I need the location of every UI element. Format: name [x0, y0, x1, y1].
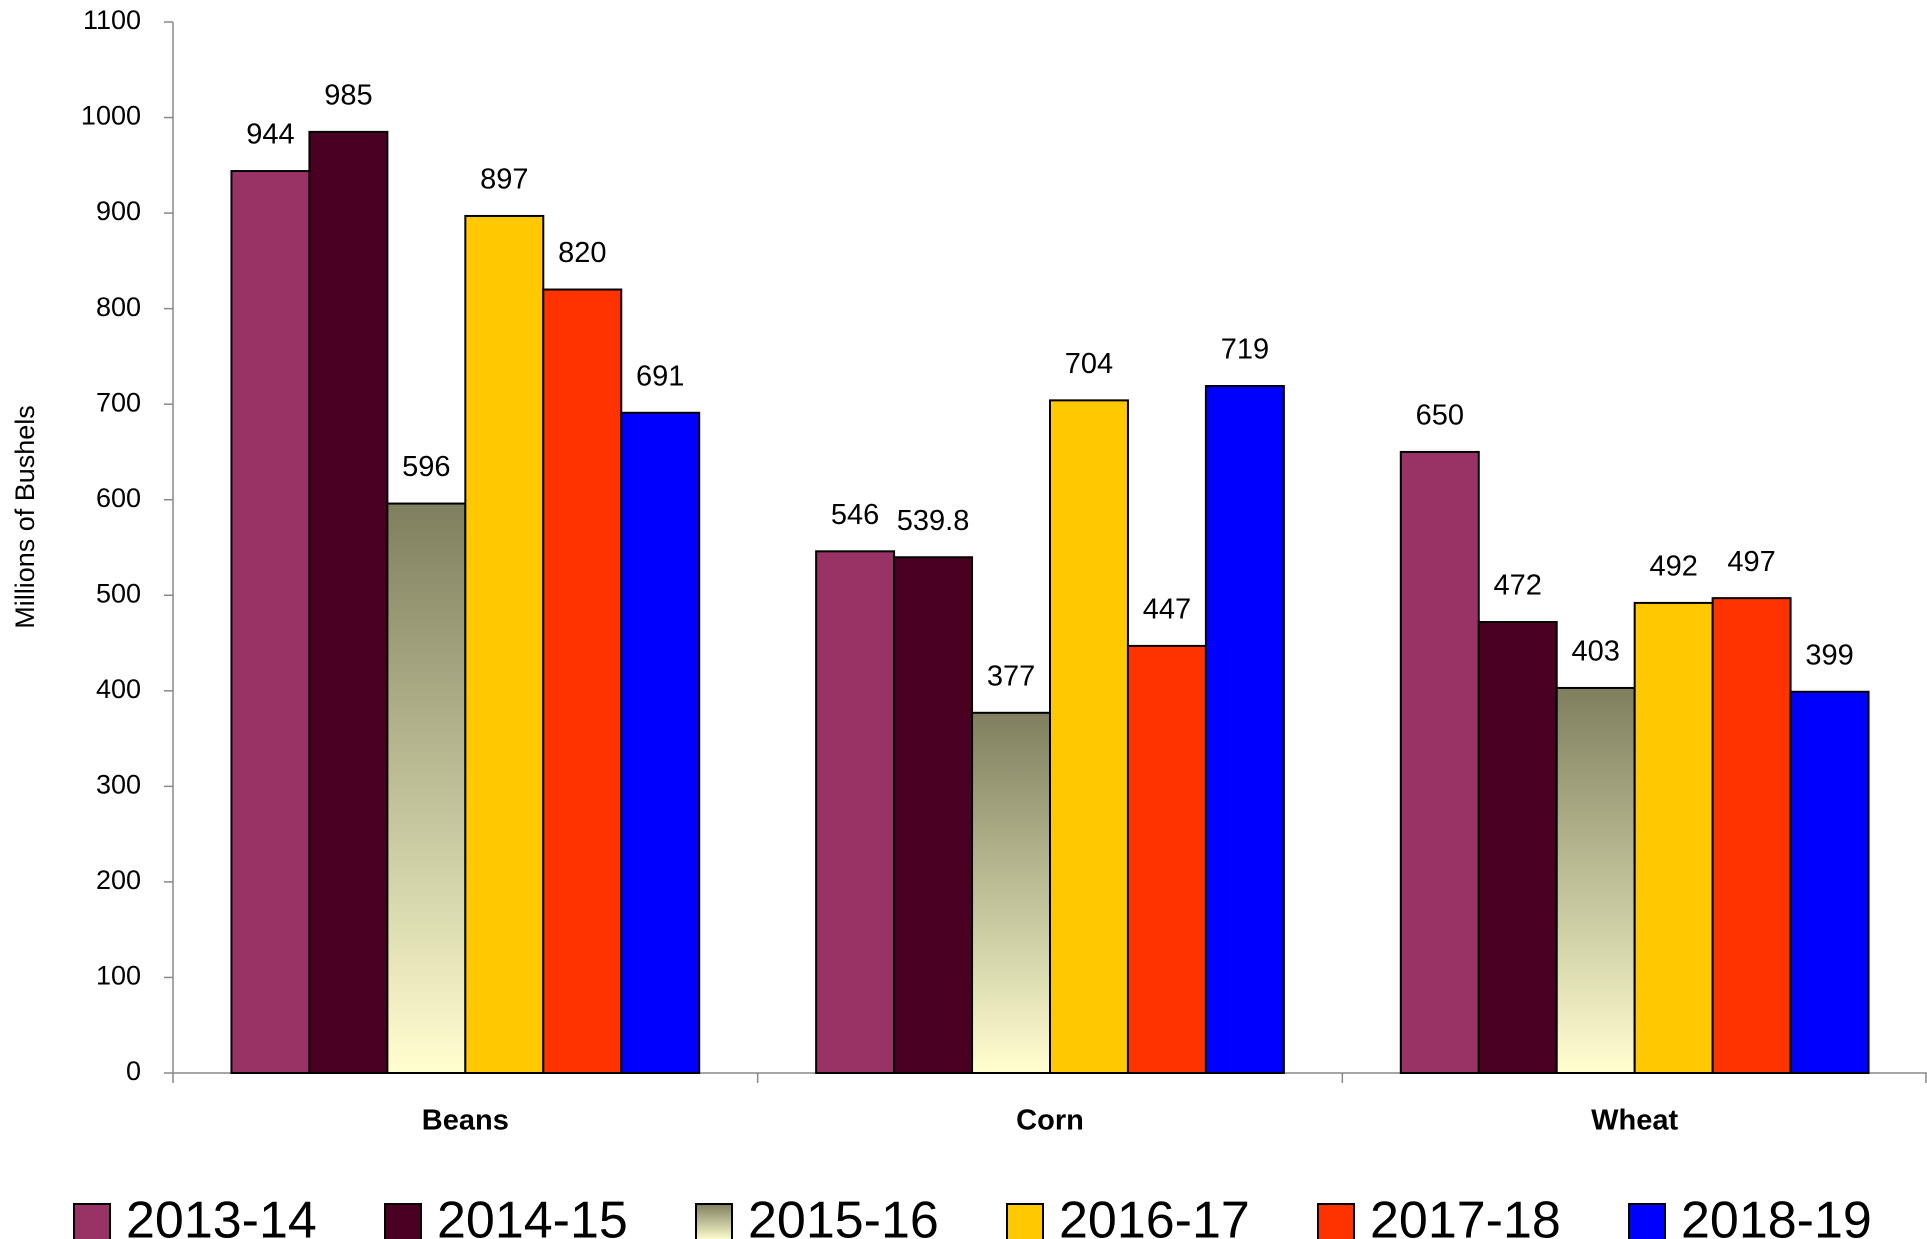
data-label: 546: [831, 499, 879, 531]
x-tick-label: Wheat: [1591, 1105, 1678, 1137]
bar: [1477, 621, 1558, 1074]
x-tick-label: Corn: [1016, 1105, 1084, 1137]
y-tick-label: 0: [126, 1056, 141, 1086]
bar: [1399, 450, 1480, 1075]
legend-swatch: [1006, 1203, 1044, 1239]
data-label: 691: [636, 360, 684, 392]
legend-label: 2016-17: [1059, 1192, 1250, 1239]
y-tick-label: 200: [96, 865, 141, 895]
data-label: 820: [558, 237, 606, 269]
bar: [1204, 385, 1285, 1074]
y-tick-label: 300: [96, 769, 141, 799]
bar: [1633, 601, 1714, 1075]
legend-swatch: [1628, 1203, 1666, 1239]
bar: [386, 502, 467, 1075]
y-tick-label: 800: [96, 292, 141, 322]
data-label: 985: [324, 80, 372, 112]
legend-swatch: [1317, 1203, 1355, 1239]
data-label: 399: [1805, 639, 1853, 671]
y-tick-label: 1000: [81, 101, 141, 131]
data-label: 897: [480, 164, 528, 196]
data-label: 596: [402, 451, 450, 483]
legend-label: 2013-14: [126, 1192, 317, 1239]
y-tick-label: 100: [96, 961, 141, 991]
bar: [308, 130, 389, 1075]
legend-label: 2014-15: [437, 1192, 628, 1239]
y-axis-label: Millions of Bushels: [10, 405, 40, 629]
legend-label: 2015-16: [748, 1192, 939, 1239]
bar: [1049, 399, 1129, 1074]
bar: [1126, 644, 1207, 1074]
legend-swatch: [384, 1203, 422, 1239]
bar: [620, 411, 701, 1075]
bar: [230, 170, 311, 1074]
legend-label: 2017-18: [1370, 1192, 1561, 1239]
bar: [542, 288, 623, 1074]
bar: [893, 556, 974, 1074]
y-tick-label: 600: [96, 483, 141, 513]
data-label: 447: [1143, 594, 1191, 626]
data-label: 377: [987, 660, 1035, 692]
data-label: 650: [1416, 400, 1464, 432]
data-label: 492: [1649, 551, 1697, 583]
y-tick-label: 900: [96, 196, 141, 226]
y-tick-label: 700: [96, 387, 141, 417]
data-label: 944: [246, 119, 294, 151]
bar: [1555, 686, 1636, 1075]
y-tick-label: 400: [96, 674, 141, 704]
y-tick-label: 1100: [83, 5, 141, 35]
bar: [1711, 597, 1792, 1074]
data-label: 539.8: [897, 505, 970, 537]
data-label: 719: [1221, 334, 1269, 366]
legend-swatch: [695, 1203, 733, 1239]
bar: [971, 711, 1051, 1074]
x-tick-label: Beans: [422, 1105, 509, 1137]
data-label: 704: [1065, 348, 1113, 380]
bar: [464, 214, 545, 1074]
bar: [815, 550, 896, 1074]
data-label: 497: [1727, 546, 1775, 578]
data-label: 403: [1571, 636, 1619, 668]
legend-label: 2018-19: [1681, 1192, 1872, 1239]
data-label: 472: [1494, 570, 1542, 602]
bar: [1789, 690, 1870, 1074]
legend-swatch: [73, 1203, 111, 1239]
y-tick-label: 500: [96, 578, 141, 608]
